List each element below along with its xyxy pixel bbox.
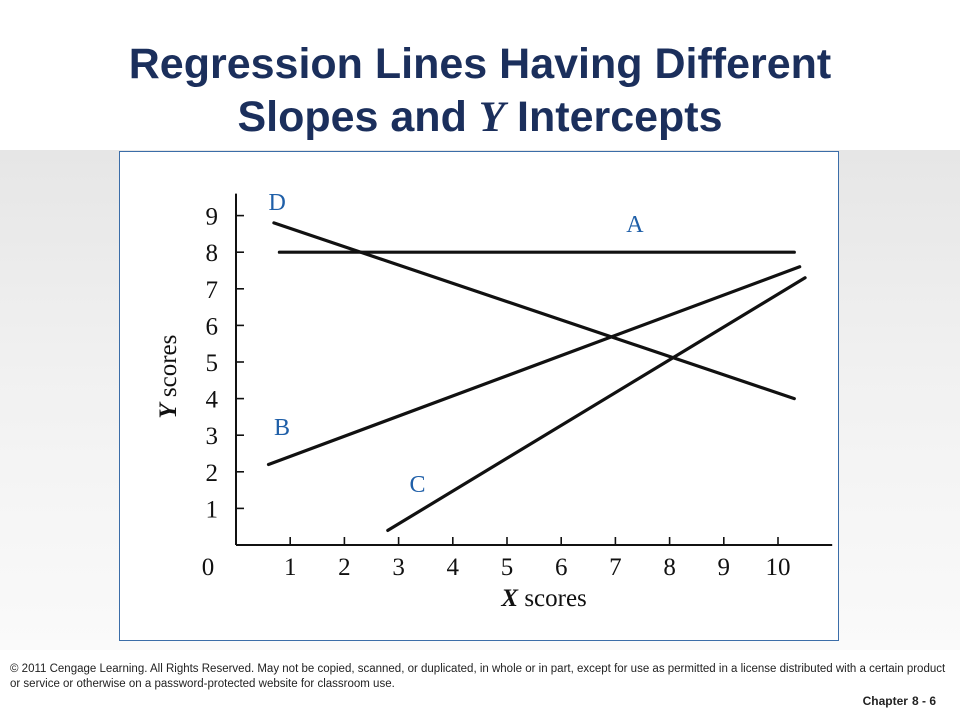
y-tick-label: 5 <box>206 350 219 377</box>
y-tick-label: 9 <box>206 204 219 231</box>
series-label-c: C <box>409 472 425 498</box>
x-tick-label: 1 <box>284 554 297 581</box>
series-line-c <box>386 276 807 532</box>
footer-chapter-label: Chapter <box>862 694 908 708</box>
x-tick-label: 10 <box>766 554 791 581</box>
chart-frame: 1 2 3 4 5 6 7 8 9 10 1 2 3 4 5 6 7 8 9 0 X scores Y scores A B… <box>119 151 839 641</box>
title-y-letter: Y <box>478 94 506 141</box>
y-tick-label: 7 <box>206 277 219 304</box>
series-label-a: A <box>626 212 644 238</box>
series-line-d <box>272 221 796 401</box>
regression-chart: 1 2 3 4 5 6 7 8 9 10 1 2 3 4 5 6 7 8 9 0 X scores Y scores A B… <box>155 190 833 612</box>
title-line-2-pre: Slopes and <box>237 93 467 141</box>
footer-page-number: 8 - 6 <box>911 694 936 708</box>
x-axis-label: X scores <box>500 585 586 612</box>
x-tick-label: 7 <box>609 554 622 581</box>
y-tick-label: 6 <box>206 313 219 340</box>
x-tick-label: 2 <box>338 554 351 581</box>
x-tick-label: 3 <box>392 554 405 581</box>
slide-footer: Chapter 8 - 6 <box>863 694 936 708</box>
y-axis-label: Y scores <box>155 335 182 419</box>
title-line-2: Slopes and Y Intercepts <box>60 91 900 144</box>
series-line-b <box>266 265 802 467</box>
y-tick-label: 8 <box>206 240 219 267</box>
x-tick-label: 9 <box>718 554 731 581</box>
x-tick-label: 6 <box>555 554 568 581</box>
y-tick-label: 4 <box>206 387 219 414</box>
copyright-notice: © 2011 Cengage Learning. All Rights Rese… <box>10 663 946 690</box>
slide-title: Regression Lines Having Different Slopes… <box>60 38 900 144</box>
y-tick-label: 3 <box>206 423 219 450</box>
x-tick-label: 8 <box>663 554 676 581</box>
y-tick-label: 2 <box>206 460 219 487</box>
y-tick-label: 1 <box>206 496 219 523</box>
title-line-1: Regression Lines Having Different <box>128 40 832 88</box>
series-label-d: D <box>269 190 286 216</box>
title-line-2-post: Intercepts <box>517 93 723 141</box>
origin-label: 0 <box>202 554 215 581</box>
x-tick-label: 5 <box>501 554 514 581</box>
series-label-b: B <box>274 415 290 441</box>
x-tick-label: 4 <box>447 554 460 581</box>
